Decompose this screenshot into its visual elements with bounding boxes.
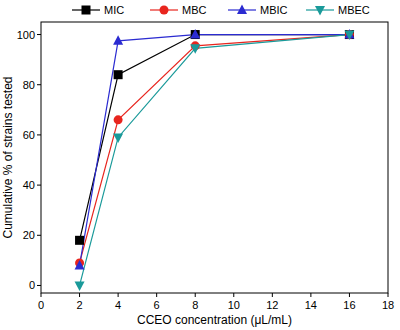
x-tick — [233, 293, 234, 297]
data-point — [190, 29, 200, 38]
data-point — [344, 31, 354, 40]
data-point — [75, 236, 84, 245]
series-line — [80, 35, 350, 263]
x-tick — [118, 293, 119, 297]
x-tick — [310, 293, 311, 297]
y-axis-label: Cumulative % of strains tested — [1, 76, 15, 238]
data-point — [345, 30, 354, 39]
legend-label: MBC — [182, 4, 207, 16]
plot-data — [75, 29, 355, 291]
x-tick-label: 8 — [192, 299, 198, 311]
y-tick — [37, 84, 41, 85]
legend-label: MIC — [104, 4, 124, 16]
y-tick-label: 0 — [29, 279, 35, 291]
x-tick-label: 10 — [228, 299, 240, 311]
series-line — [80, 35, 350, 241]
y-tick-label: 60 — [23, 129, 35, 141]
legend-marker — [237, 5, 247, 15]
x-tick-label: 18 — [382, 299, 394, 311]
series-line — [80, 35, 350, 266]
data-point — [75, 260, 85, 270]
x-tick — [156, 293, 157, 297]
data-point — [190, 44, 200, 54]
x-tick — [79, 293, 80, 297]
plot-frame — [41, 22, 388, 293]
y-tick — [37, 235, 41, 236]
legend-label: MBIC — [260, 4, 288, 16]
x-tick — [195, 293, 196, 297]
x-tick-label: 6 — [154, 299, 160, 311]
y-tick-label: 100 — [17, 29, 35, 41]
x-tick-label: 12 — [266, 299, 278, 311]
y-tick-label: 40 — [23, 179, 35, 191]
y-tick — [37, 134, 41, 135]
series-line — [80, 35, 350, 286]
y-tick — [37, 34, 41, 35]
data-point — [114, 115, 123, 124]
legend-marker — [315, 6, 325, 16]
y-tick — [37, 285, 41, 286]
data-point — [191, 30, 200, 39]
data-point — [113, 35, 123, 45]
x-tick — [272, 293, 273, 297]
legend-label: MBEC — [338, 4, 370, 16]
y-tick — [37, 185, 41, 186]
x-tick — [349, 293, 350, 297]
data-point — [113, 133, 123, 143]
y-tick-label: 80 — [23, 79, 35, 91]
y-tick-label: 20 — [23, 229, 35, 241]
x-tick-label: 4 — [115, 299, 121, 311]
legend-marker — [160, 6, 169, 15]
x-tick-label: 14 — [305, 299, 317, 311]
data-point — [114, 70, 123, 79]
chart-container: 0 2 4 6 8 10 12 14 16 18 0 20 40 60 80 100 CCEO concentr… — [0, 0, 400, 330]
x-tick-label: 0 — [38, 299, 44, 311]
legend: MIC MBC MBIC MBEC — [72, 4, 370, 16]
chart-svg: 0 2 4 6 8 10 12 14 16 18 0 20 40 60 80 100 CCEO concentr… — [0, 0, 400, 330]
legend-marker — [82, 6, 91, 15]
x-axis-label: CCEO concentration (μL/mL) — [137, 313, 292, 327]
x-tick-label: 16 — [343, 299, 355, 311]
x-tick-label: 2 — [76, 299, 82, 311]
data-point — [75, 281, 85, 291]
x-tick — [41, 293, 42, 297]
x-tick — [388, 293, 389, 297]
data-point — [345, 30, 354, 39]
